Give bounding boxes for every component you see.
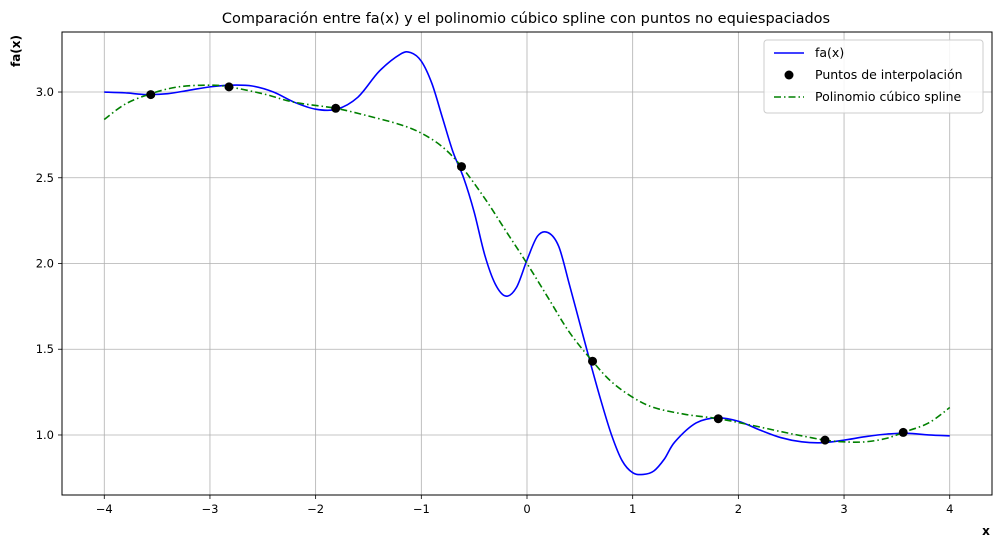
legend-label-points: Puntos de interpolación [815,67,963,82]
interpolation-point [588,356,598,366]
interpolation-point [456,162,466,172]
y-axis: 1.0 1.5 2.0 2.5 3.0 [36,85,62,442]
spline-curve [103,84,951,443]
interpolation-point [224,82,234,92]
interpolation-point [146,90,156,100]
legend-box [763,39,984,114]
y-tick-label: 1.0 [36,428,54,442]
x-tick-label: 4 [946,502,953,516]
y-tick-label: 2.5 [36,171,54,185]
y-tick-label: 1.5 [36,342,54,356]
y-tick-label: 2.0 [36,257,54,271]
chart-title: Comparación entre fa(x) y el polinomio c… [222,11,830,27]
x-tick-label: −4 [96,502,113,516]
x-tick-label: 2 [735,502,742,516]
interpolation-point [898,427,908,437]
series-layer [103,50,951,476]
x-axis: −4 −3 −2 −1 0 1 2 3 4 [96,495,953,516]
x-tick-label: −3 [201,502,218,516]
interpolation-point [713,414,723,424]
x-tick-label: 3 [840,502,847,516]
x-tick-label: −2 [307,502,324,516]
x-tick-label: 0 [523,502,530,516]
interpolation-point [820,435,830,445]
x-axis-label: x [982,524,990,538]
x-tick-label: 1 [629,502,636,516]
y-tick-label: 3.0 [36,85,54,99]
legend-label-fa: fa(x) [815,45,844,60]
legend-label-spline: Polinomio cúbico spline [815,89,962,104]
legend: fa(x) Puntos de interpolación Polinomio … [763,39,984,114]
x-tick-label: −1 [413,502,430,516]
legend-swatch-points [784,70,794,80]
fa-curve [104,50,950,476]
y-axis-label: fa(x) [9,35,23,67]
interpolation-point [331,103,341,113]
